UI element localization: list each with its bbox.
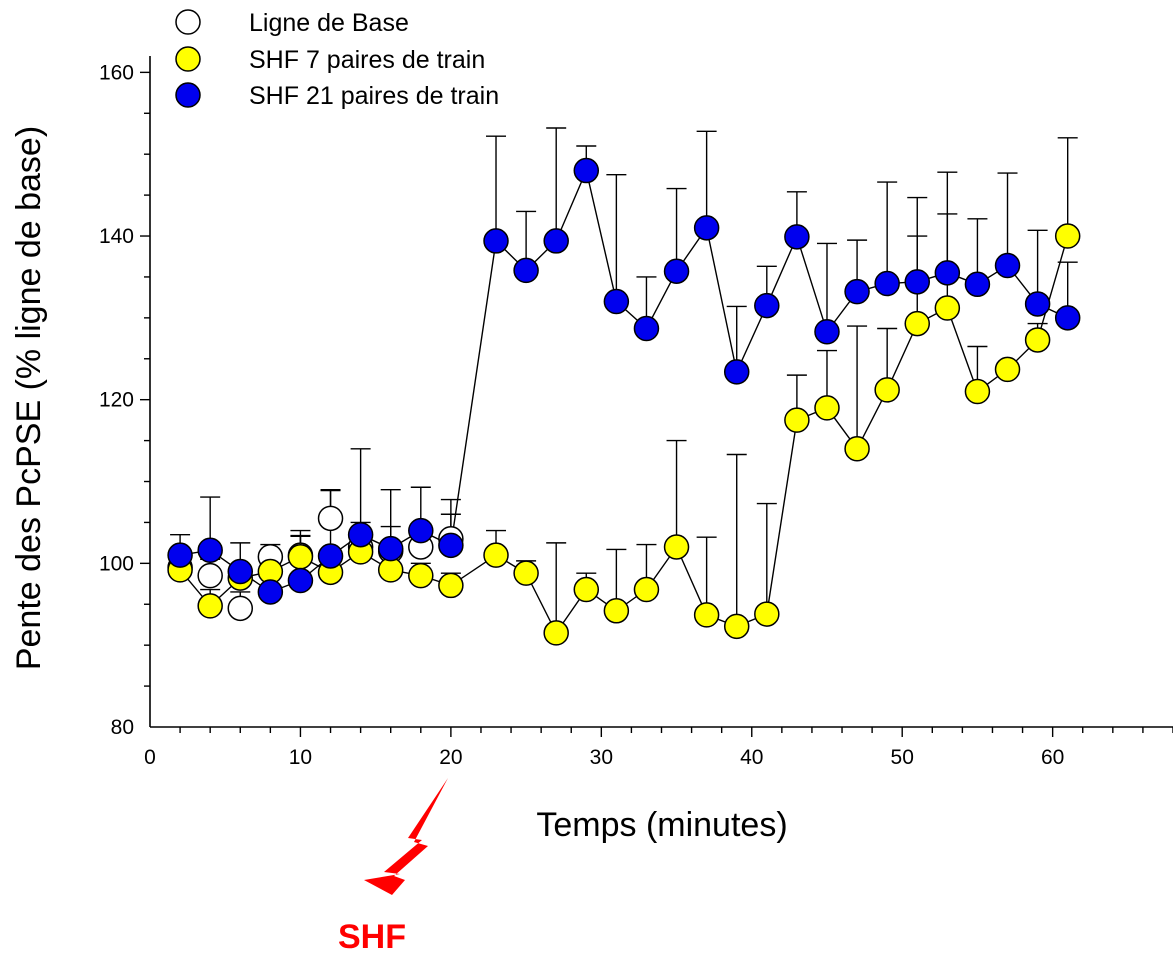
data-point [1054,223,1081,249]
data-point [874,377,900,403]
data-point [408,517,434,544]
legend: Ligne de Base SHF 7 paires de train SHF 21… [175,9,499,110]
data-point [663,258,690,284]
data-point [784,407,810,433]
data-point [874,270,900,297]
data-point [723,359,750,385]
data-point [964,271,991,298]
data-point [904,310,930,337]
data-point [317,543,344,569]
y-tick-label: 80 [111,716,134,739]
x-tick-label: 20 [439,746,462,769]
data-point [1054,305,1081,331]
y-tick-label: 100 [99,552,134,575]
data-point [1024,327,1051,353]
data-point [814,319,840,345]
stimulus-marker: SHF [338,778,448,953]
data-point [633,576,660,603]
data-point [994,356,1021,383]
data-point [994,252,1021,279]
data-point [663,534,690,560]
data-point [347,521,374,548]
legend-label: Ligne de Base [249,9,409,37]
y-axis-title: Pente des PcPSE (% ligne de base) [10,126,48,670]
data-point [227,558,254,585]
data-point [573,157,600,184]
legend-label: SHF 7 paires de train [249,46,485,74]
data-point [964,378,991,405]
data-point [844,436,870,462]
legend-marker [175,46,201,72]
data-points [167,157,1081,646]
x-axis-title: Temps (minutes) [536,806,787,844]
data-point [543,228,569,254]
y-tick-label: 160 [99,61,134,84]
x-tick-label: 40 [740,746,763,769]
data-point [693,602,720,628]
y-tick-label: 140 [99,225,134,248]
data-point [754,292,780,319]
axes: 0 10 20 30 40 50 60 80 100 120 140 160 [99,56,1173,769]
data-point [317,505,344,532]
legend-marker [175,9,201,35]
x-tick-label: 50 [891,746,914,769]
data-point [197,537,223,563]
lightning-bolt-icon [364,778,448,895]
data-point [257,579,284,605]
data-point [377,535,404,562]
stimulus-label: SHF [338,918,406,953]
data-point [167,542,193,568]
series-line [179,168,1068,593]
data-point [438,532,464,559]
data-point [227,595,254,622]
data-point [603,598,630,624]
data-point [784,224,810,250]
data-point [1024,291,1051,317]
data-point [633,315,660,342]
data-point [934,260,961,286]
data-point [483,542,509,568]
data-point [483,228,509,254]
data-point [754,601,780,627]
data-point [513,257,539,284]
data-point [603,288,630,315]
data-point [438,572,464,599]
data-point [513,560,539,586]
x-tick-label: 30 [590,746,613,769]
legend-marker [175,82,201,108]
x-tick-label: 60 [1041,746,1064,769]
data-point [844,278,870,305]
data-point [934,295,961,321]
data-point [197,593,223,619]
data-point [723,613,750,640]
series-lines [179,168,1069,635]
legend-label: SHF 21 paires de train [249,82,499,110]
data-point [197,562,223,589]
data-point [287,567,314,594]
data-point [573,576,600,603]
data-point [814,395,840,421]
x-tick-label: 0 [144,746,156,769]
data-point [377,557,404,583]
data-point [904,269,930,295]
data-point [543,620,569,646]
data-point [287,544,314,570]
y-tick-label: 120 [99,389,134,412]
data-point [408,562,434,589]
data-point [693,215,720,241]
x-tick-label: 10 [289,746,312,769]
